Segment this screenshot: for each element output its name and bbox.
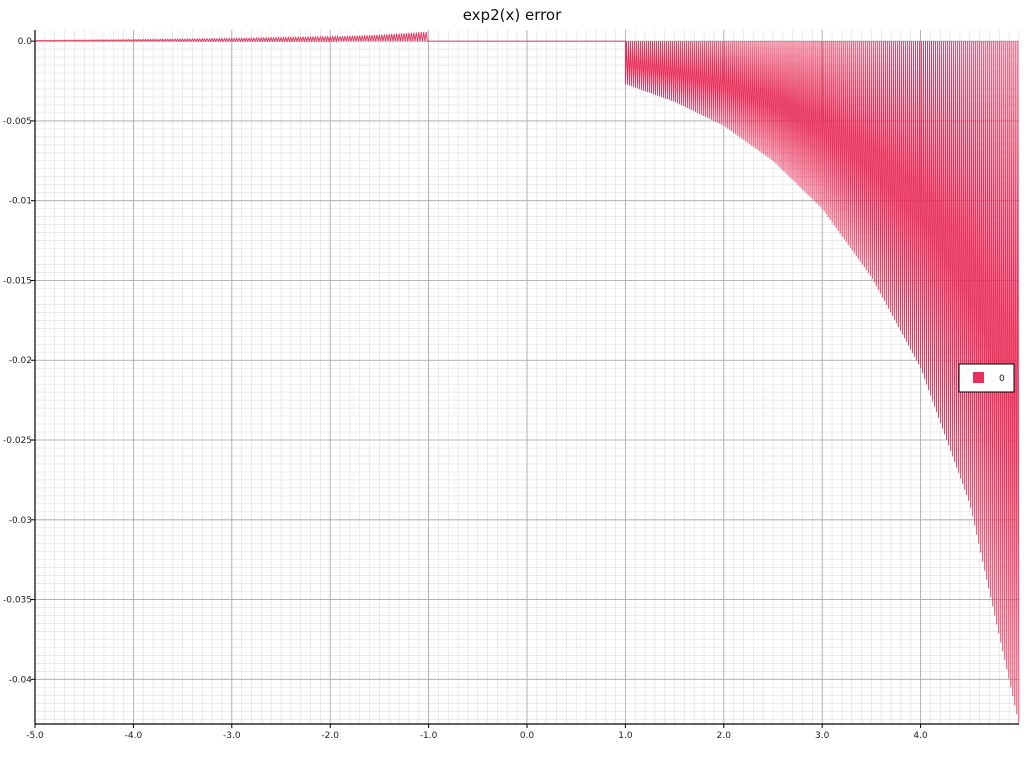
y-tick-label: -0.03 [9,516,32,526]
legend-box [958,363,1015,393]
x-tick-label: 2.0 [717,731,732,741]
x-tick-label: 3.0 [815,731,830,741]
x-tick-label: 1.0 [618,731,633,741]
x-tick-label: -1.0 [420,731,438,741]
major-grid [34,30,1019,724]
legend-entry-label: 0 [999,374,1005,384]
y-axis-ticks: 0.0 -0.005 -0.01 -0.015 -0.02 -0.025 -0.03 -0.0… [3,37,35,685]
y-tick-label: -0.035 [3,596,32,606]
y-tick-label: -0.02 [9,356,32,366]
chart-title: exp2(x) error [462,6,562,24]
y-tick-label: -0.025 [3,436,32,446]
series-0-line [34,31,1020,724]
x-axis-ticks: -5.0 -4.0 -3.0 -2.0 -1.0 0.0 1.0 2.0 3.0 4.0 [26,724,928,741]
x-tick-label: -4.0 [125,731,143,741]
x-tick-label: 4.0 [913,731,928,741]
x-tick-label: -5.0 [26,731,44,741]
y-tick-label: 0.0 [18,37,33,47]
y-tick-label: -0.01 [9,197,32,207]
legend: 0 [958,363,1015,393]
y-tick-label: -0.005 [3,117,32,127]
x-tick-label: 0.0 [520,731,535,741]
series-0-path [34,31,1020,724]
y-tick-label: -0.015 [3,276,32,286]
x-tick-label: -3.0 [223,731,241,741]
legend-swatch [973,372,984,383]
y-tick-label: -0.04 [9,675,33,685]
x-tick-label: -2.0 [321,731,339,741]
